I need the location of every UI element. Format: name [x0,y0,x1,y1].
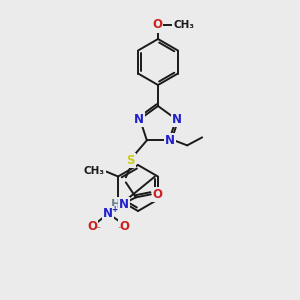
Text: S: S [127,154,135,167]
Text: N: N [172,112,182,126]
Text: O: O [119,220,129,233]
Text: H: H [111,198,121,211]
Text: +: + [111,205,117,214]
Text: N: N [134,112,144,126]
Text: O: O [87,220,97,233]
Text: CH₃: CH₃ [84,167,105,176]
Text: CH₃: CH₃ [173,20,194,30]
Text: N: N [103,207,113,220]
Text: O: O [153,188,163,201]
Text: O: O [152,19,162,32]
Text: N: N [119,198,129,211]
Text: ⁻: ⁻ [95,226,101,236]
Text: ⁻: ⁻ [118,226,123,236]
Text: N: N [165,134,175,147]
